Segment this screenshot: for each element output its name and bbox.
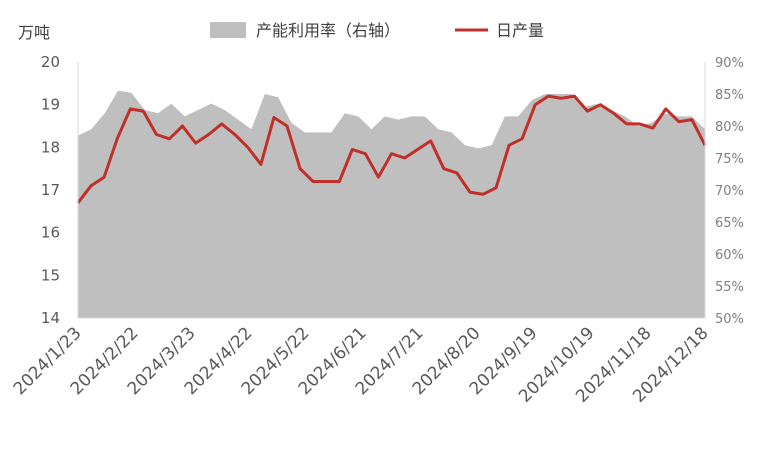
y-left-tick-label: 18 bbox=[41, 138, 60, 156]
y-right-tick-label: 65% bbox=[715, 216, 744, 231]
y-right-tick-label: 90% bbox=[715, 56, 744, 71]
y-left-tick-label: 20 bbox=[41, 53, 60, 71]
y-right-tick-label: 75% bbox=[715, 152, 744, 167]
y-right-tick-label: 80% bbox=[715, 120, 744, 135]
y-unit-label: 万吨 bbox=[18, 23, 50, 42]
y-right-tick-label: 85% bbox=[715, 88, 744, 103]
legend-swatch-utilization bbox=[210, 22, 246, 38]
legend: 产能利用率（右轴） 日产量 bbox=[210, 21, 544, 40]
y-left-tick-label: 19 bbox=[41, 96, 60, 114]
y-left-tick-label: 14 bbox=[41, 309, 60, 327]
y-right-tick-label: 70% bbox=[715, 184, 744, 199]
production-line bbox=[76, 94, 707, 204]
y-left-tick-label: 15 bbox=[41, 266, 60, 284]
y-left-tick-label: 17 bbox=[41, 181, 60, 199]
y-right-tick-label: 55% bbox=[715, 280, 744, 295]
y-right-tick-label: 60% bbox=[715, 248, 744, 263]
y-right-tick-label: 50% bbox=[715, 312, 744, 327]
production-line-layer bbox=[76, 94, 707, 204]
legend-label-utilization: 产能利用率（右轴） bbox=[256, 21, 400, 40]
y-left-tick-label: 16 bbox=[41, 224, 60, 242]
utilization-area bbox=[78, 90, 705, 318]
legend-label-production: 日产量 bbox=[496, 21, 544, 40]
utilization-area-layer bbox=[78, 90, 705, 318]
